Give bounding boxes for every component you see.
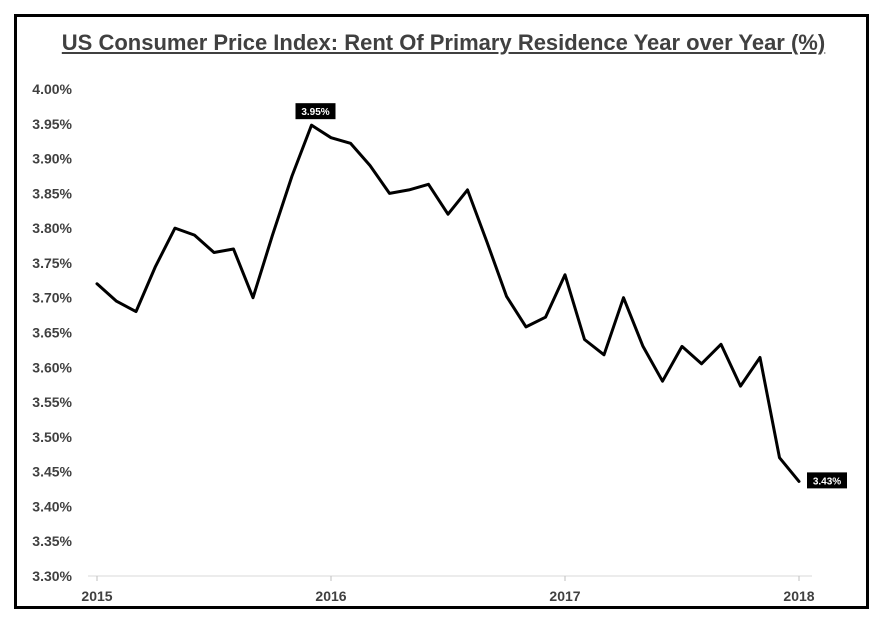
series-line <box>95 123 801 483</box>
chart-frame <box>14 14 869 609</box>
x-tick-label: 2018 <box>783 588 814 604</box>
y-tick-label: 3.30% <box>32 568 72 584</box>
y-tick-label: 4.00% <box>32 81 72 97</box>
y-tick-label: 3.75% <box>32 255 72 271</box>
y-tick-label: 3.50% <box>32 429 72 445</box>
y-tick-label: 3.70% <box>32 290 72 306</box>
y-tick-label: 3.55% <box>32 394 72 410</box>
x-tick-label: 2017 <box>549 588 580 604</box>
data-label-box <box>295 103 336 120</box>
chart-title: US Consumer Price Index: Rent Of Primary… <box>61 30 826 55</box>
y-tick-label: 3.95% <box>32 116 72 132</box>
y-tick-label: 3.85% <box>32 185 72 201</box>
data-label: 3.43% <box>813 476 841 487</box>
y-tick-label: 3.90% <box>32 151 72 167</box>
y-tick-label: 3.60% <box>32 359 72 375</box>
y-tick-label: 3.45% <box>32 464 72 480</box>
x-tick-label: 2015 <box>81 588 112 604</box>
data-label: 3.95% <box>301 107 329 118</box>
data-label-box <box>807 472 847 489</box>
x-tick-label: 2016 <box>315 588 346 604</box>
y-tick-label: 3.80% <box>32 220 72 236</box>
y-tick-label: 3.40% <box>32 498 72 514</box>
y-tick-label: 3.65% <box>32 325 72 341</box>
y-tick-label: 3.35% <box>32 533 72 549</box>
